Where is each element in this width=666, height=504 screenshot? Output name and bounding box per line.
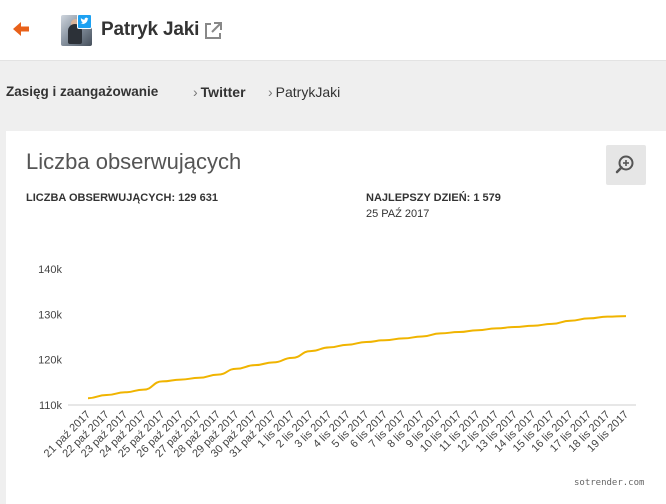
followers-count: LICZBA OBSERWUJĄCYCH: 129 631: [26, 192, 218, 204]
y-tick-label: 120k: [38, 355, 62, 367]
best-day-value: NAJLEPSZY DZIEŃ: 1 579: [366, 192, 501, 204]
breadcrumb-item-twitter[interactable]: › Twitter: [193, 84, 246, 100]
breadcrumb-item-reach[interactable]: Zasięg i zaangażowanie: [6, 84, 159, 99]
breadcrumb: Zasięg i zaangażowanie › Twitter › PatrykJ…: [0, 62, 666, 122]
card-title: Liczba obserwujących: [26, 149, 242, 174]
top-bar: Patryk Jaki: [0, 0, 666, 61]
followers-card: Liczba obserwujących LICZBA OBSERWUJĄCYC…: [6, 131, 666, 504]
followers-series-line: [87, 315, 627, 400]
best-day-date: 25 PAŹ 2017: [366, 208, 430, 220]
breadcrumb-item-label: Twitter: [200, 84, 246, 100]
watermark: sotrender.com: [574, 478, 645, 488]
y-tick-label: 130k: [38, 309, 62, 321]
zoom-in-icon: [615, 155, 634, 174]
zoom-button[interactable]: [606, 145, 646, 185]
chevron-right-icon: ›: [268, 84, 273, 100]
y-tick-label: 110k: [39, 400, 63, 412]
breadcrumb-item-label: PatrykJaki: [275, 84, 341, 100]
profile-name: Patryk Jaki: [101, 19, 200, 40]
back-arrow-icon[interactable]: [6, 14, 36, 44]
twitter-icon: [77, 14, 92, 29]
y-tick-label: 140k: [38, 264, 62, 276]
chevron-right-icon: ›: [193, 84, 198, 100]
external-link-icon[interactable]: [202, 20, 224, 42]
breadcrumb-item-profile[interactable]: › PatrykJaki: [268, 84, 340, 100]
